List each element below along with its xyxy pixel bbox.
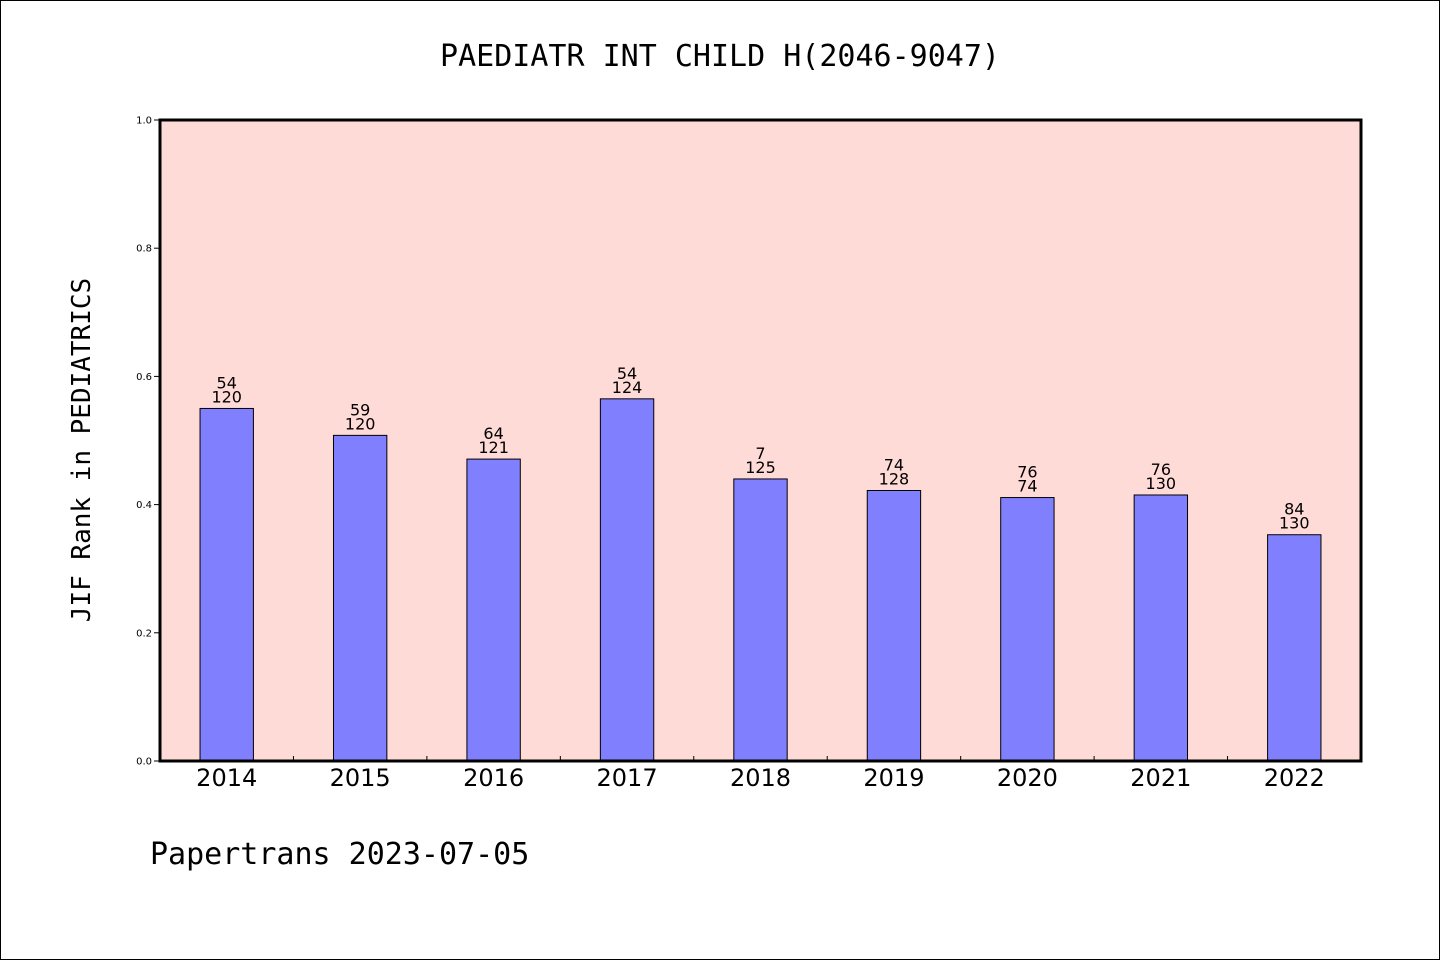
x-tick-label: 2018 (730, 764, 791, 792)
bar-rank-label: 76 (1151, 460, 1171, 479)
chart-title: PAEDIATR INT CHILD H(2046-9047) (440, 39, 1000, 74)
x-tick-label: 2014 (196, 764, 257, 792)
x-tick-label: 2015 (330, 764, 391, 792)
y-axis-label: JIF Rank in PEDIATRICS (67, 278, 97, 622)
bar (1267, 534, 1322, 762)
bar-total-label: 130 (1279, 514, 1310, 533)
bar-rank-label: 74 (884, 455, 904, 474)
bar (599, 398, 655, 762)
x-tick-label: 2022 (1264, 764, 1325, 792)
y-axis-ticks: 0.0 0.2 0.4 0.6 0.8 1.0 (136, 116, 160, 768)
bar (866, 489, 922, 762)
bar-rank-label: 76 (1017, 463, 1037, 482)
bar-rank-label: 84 (1284, 500, 1304, 519)
y-tick-label: 0.8 (136, 244, 152, 255)
bar (1133, 494, 1189, 762)
y-tick-label: 0.2 (136, 628, 152, 639)
bar-total-label: 120 (211, 387, 242, 406)
bar (199, 407, 254, 762)
plot-border (158, 118, 1363, 763)
x-tick-label: 2020 (997, 764, 1058, 792)
bar-total-label: 128 (879, 469, 910, 488)
bar-rank-label: 7 (755, 444, 765, 463)
bar-total-label: 130 (1146, 474, 1177, 493)
y-tick-label: 0.0 (136, 757, 152, 768)
bar-total-label: 124 (612, 378, 643, 397)
x-tick-label: 2017 (597, 764, 658, 792)
bar-rank-label: 64 (483, 424, 503, 443)
bar (1000, 497, 1055, 762)
bar (733, 478, 788, 762)
x-tick-label: 2019 (863, 764, 924, 792)
x-tick-label: 2016 (463, 764, 524, 792)
bar-total-label: 125 (745, 458, 776, 477)
bar-total-label: 120 (345, 414, 376, 433)
bars (199, 398, 1322, 762)
bar-total-label: 121 (478, 438, 509, 457)
bar (466, 458, 521, 762)
bar-total-label: 74 (1017, 477, 1037, 496)
bar-rank-label: 59 (350, 400, 370, 419)
bar (332, 434, 388, 762)
y-tick-label: 1.0 (136, 116, 152, 127)
bar-rank-label: 54 (217, 373, 237, 392)
y-tick-label: 0.6 (136, 372, 152, 383)
bar-rank-label: 54 (617, 364, 637, 383)
y-tick-label: 0.4 (136, 500, 152, 511)
x-axis-ticks: 2014 2015 2016 2017 2018 2019 2020 2021 2022 (196, 756, 1325, 792)
footer-credit: Papertrans 2023-07-05 (150, 837, 529, 872)
x-tick-label: 2021 (1130, 764, 1191, 792)
